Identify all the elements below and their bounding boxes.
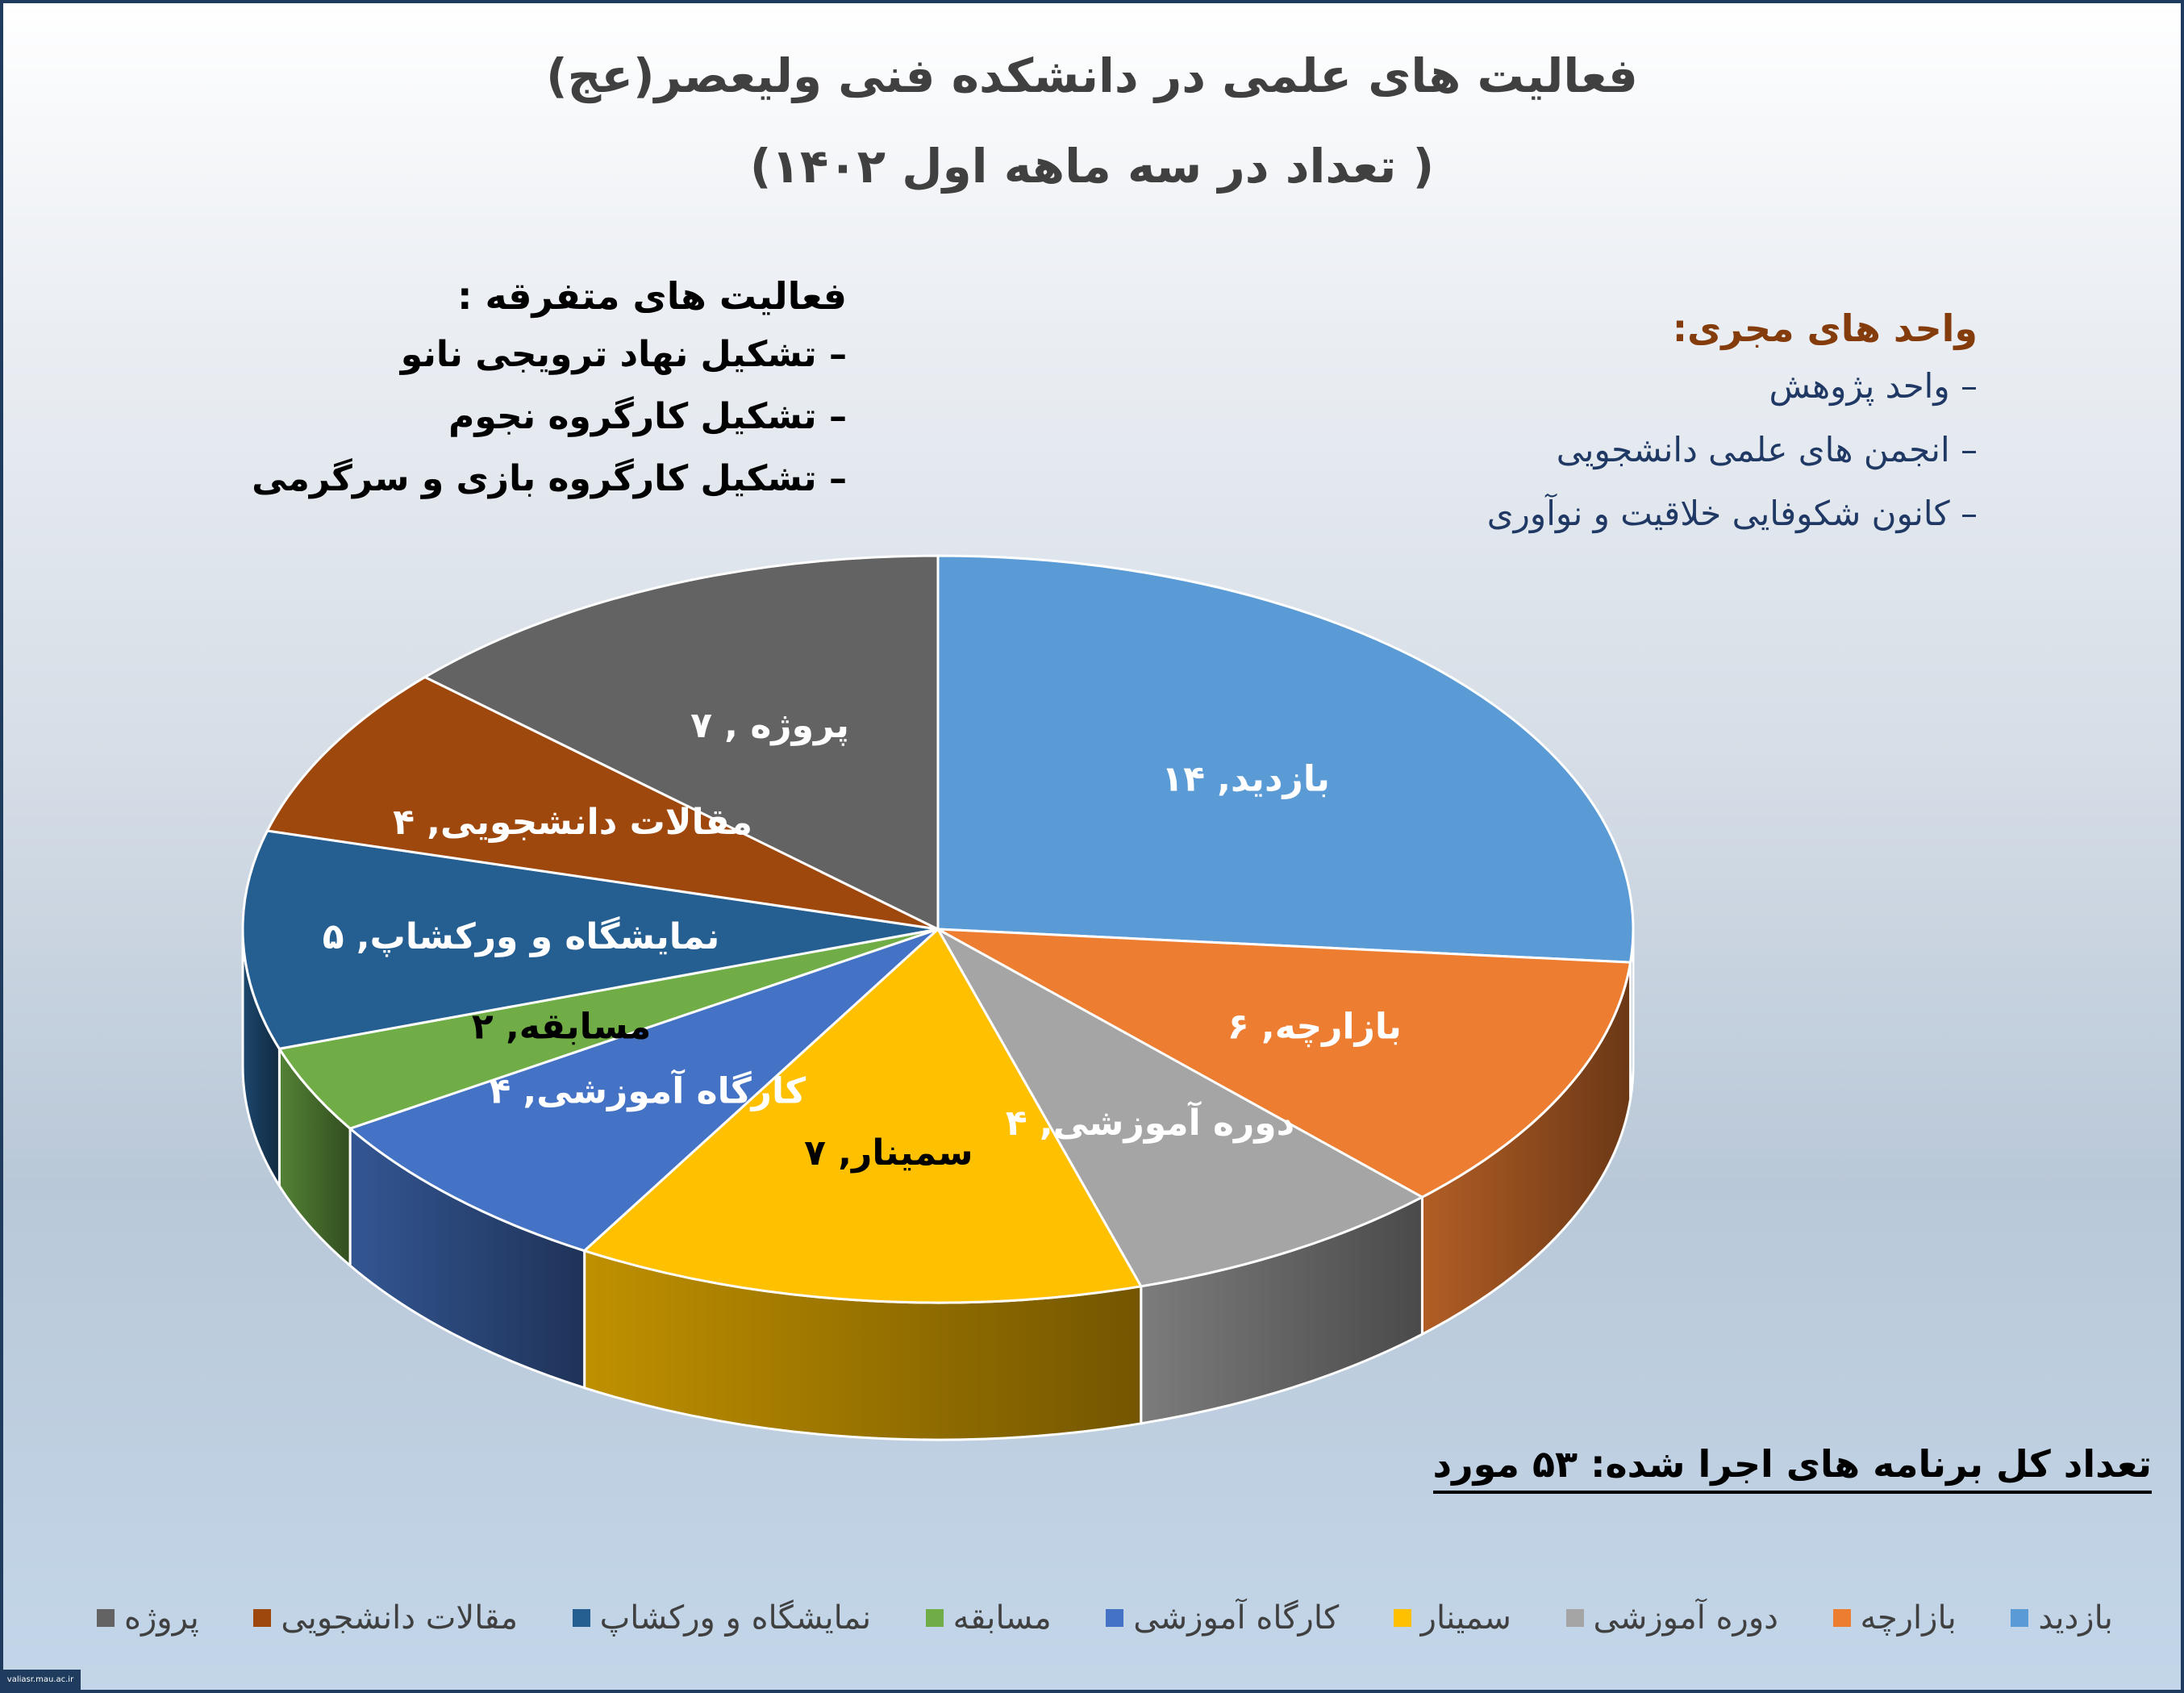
pie-data-label: کارگاه آموزشی, ۴ <box>489 1068 806 1111</box>
legend-item: سمینار <box>1393 1599 1511 1637</box>
legend-label: پروژه <box>124 1599 199 1637</box>
legend-item: نمایشگاه و ورکشاپ <box>572 1599 872 1637</box>
misc-activity-item: – تشکیل کارگروه نجوم <box>448 396 847 437</box>
legend-label: بازدید <box>2038 1599 2113 1637</box>
pie-slices <box>241 554 1635 1304</box>
legend-swatch <box>1106 1609 1124 1627</box>
pie-slice-7 <box>265 675 939 931</box>
pie-slice-0 <box>936 554 1635 964</box>
total-programs-text: تعداد کل برنامه های اجرا شده: ۵۳ مورد <box>1432 1442 2152 1494</box>
pie-slice-8 <box>422 554 940 932</box>
legend-label: سمینار <box>1420 1599 1511 1637</box>
executive-units-heading: واحد های مجری: <box>1672 306 1978 350</box>
executive-unit-item: – کانون شکوفایی خلاقیت و نوآوری <box>1486 494 1978 533</box>
legend-swatch <box>925 1609 944 1627</box>
site-credit: valiasr.mau.ac.ir <box>0 1670 81 1691</box>
pie-data-label: نمایشگاه و ورکشاپ, ۵ <box>323 915 720 957</box>
legend-item: بازدید <box>2011 1599 2113 1637</box>
pie-data-label: مقالات دانشجویی, ۴ <box>393 802 752 843</box>
pie-data-label: دوره آموزشی, ۴ <box>1006 1100 1294 1144</box>
misc-activities-heading: فعالیت های متفرقه : <box>457 274 847 318</box>
legend-swatch <box>1565 1609 1584 1627</box>
legend-label: مسابقه <box>952 1599 1052 1637</box>
pie-slice-5 <box>277 928 939 1130</box>
misc-activity-item: – تشکیل نهاد ترویجی نانو <box>400 334 847 375</box>
legend-item: کارگاه آموزشی <box>1106 1599 1339 1637</box>
pie-slice-4 <box>348 928 940 1253</box>
legend-swatch <box>2011 1609 2029 1627</box>
chart-legend: بازدید بازارچه دوره آموزشی سمینار کارگاه آمو… <box>97 1594 2113 1642</box>
legend-swatch <box>1832 1609 1851 1627</box>
legend-swatch <box>253 1609 272 1627</box>
legend-swatch <box>1393 1609 1411 1627</box>
legend-swatch <box>97 1609 115 1627</box>
pie-data-label: بازدید, ۱۴ <box>1161 758 1330 799</box>
legend-label: مقالات دانشجویی <box>281 1599 519 1637</box>
pie-slice-1 <box>937 928 1632 1199</box>
misc-activity-item: – تشکیل کارگروه بازی و سرگرمی <box>252 458 847 499</box>
pie-data-label: پروژه , ۷ <box>690 705 849 746</box>
legend-label: کارگاه آموزشی <box>1133 1599 1340 1637</box>
legend-label: دوره آموزشی <box>1593 1599 1779 1637</box>
legend-item: پروژه <box>97 1599 199 1637</box>
legend-item: مقالات دانشجویی <box>253 1599 518 1637</box>
executive-units-box: واحد های مجری: – واحد پژوهش – انجمن های … <box>1487 306 1978 557</box>
executive-unit-item: – واحد پژوهش <box>1769 366 1978 406</box>
legend-label: نمایشگاه و ورکشاپ <box>599 1599 872 1637</box>
pie-data-label: سمینار, ۷ <box>804 1132 973 1174</box>
pie-data-labels: بازدید, ۱۴ بازارچه, ۶ دوره آموزشی, ۴ سمینار… <box>323 705 1402 1174</box>
legend-item: مسابقه <box>925 1599 1052 1637</box>
legend-item: بازارچه <box>1832 1599 1957 1637</box>
pie-slice-2 <box>935 926 1425 1288</box>
executive-unit-item: – انجمن های علمی دانشجویی <box>1556 430 1978 469</box>
chart-title: فعالیت های علمی در دانشکده فنی ولیعصر(عج… <box>546 48 1638 103</box>
pie-slice-6 <box>241 829 939 1050</box>
pie-data-label: مسابقه, ۲ <box>472 1006 651 1047</box>
legend-label: بازارچه <box>1860 1599 1957 1637</box>
chart-subtitle: ( تعداد در سه ماهه اول ۱۴۰۲) <box>749 139 1435 194</box>
legend-item: دوره آموزشی <box>1565 1599 1779 1637</box>
misc-activities-box: فعالیت های متفرقه : – تشکیل نهاد ترویجی … <box>252 274 847 520</box>
pie-slice-3 <box>581 927 1144 1304</box>
legend-swatch <box>572 1609 590 1627</box>
pie-data-label: بازارچه, ۶ <box>1227 1006 1402 1047</box>
